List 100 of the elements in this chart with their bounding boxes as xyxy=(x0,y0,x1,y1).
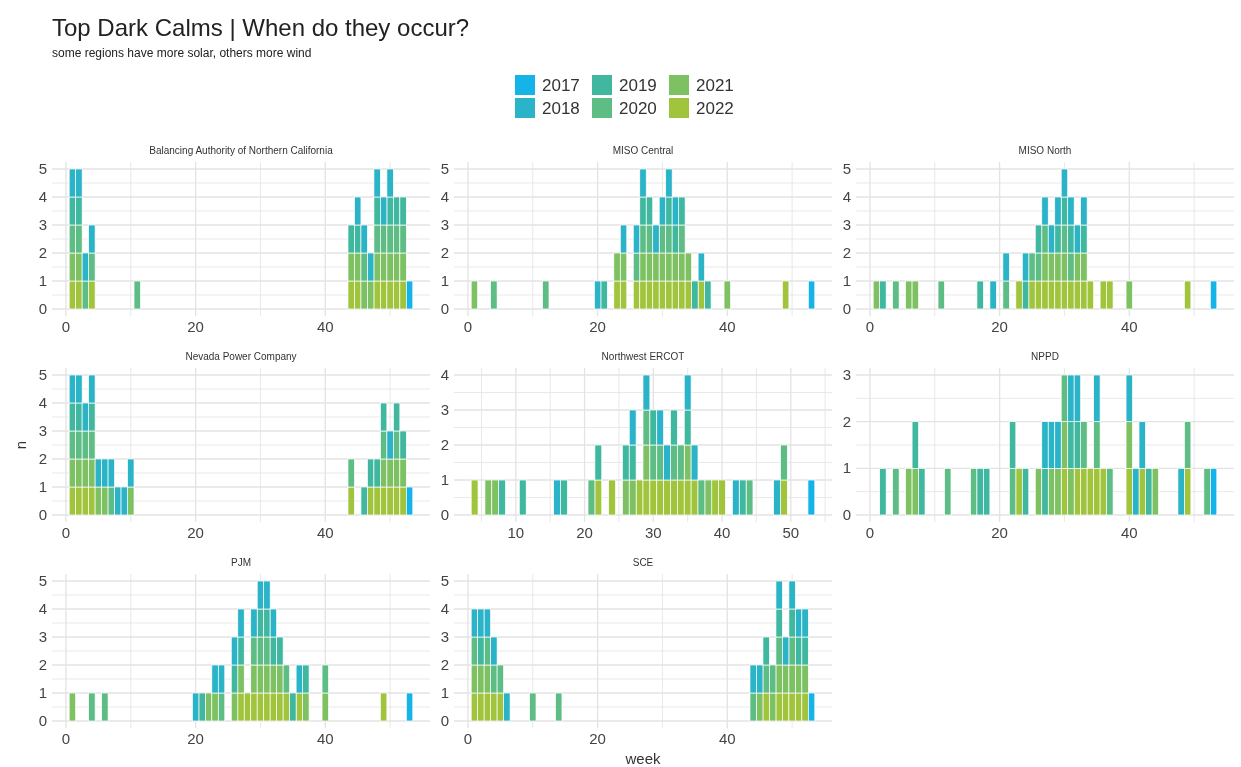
bar xyxy=(470,479,479,516)
y-tick-label: 5 xyxy=(38,572,47,589)
bar xyxy=(1209,280,1218,310)
chart-title: PJM xyxy=(231,557,251,568)
y-tick-label: 0 xyxy=(440,712,449,729)
y-tick-label: 2 xyxy=(842,412,851,430)
bar xyxy=(405,692,414,722)
y-tick-label: 4 xyxy=(38,188,47,205)
chart-title: Northwest ERCOT xyxy=(601,351,685,362)
x-tick-label: 40 xyxy=(713,524,731,541)
text: Top Dark Calms | When do they occur? xyxy=(52,14,470,41)
y-tick-label: 1 xyxy=(38,272,47,289)
y-tick-label: 0 xyxy=(440,300,449,317)
y-tick-label: 4 xyxy=(38,600,47,617)
chart-title: Nevada Power Company xyxy=(185,351,297,362)
x-tick-label: 20 xyxy=(991,318,1008,335)
y-tick-label: 1 xyxy=(440,471,449,488)
y-tick-label: 1 xyxy=(440,684,449,701)
y-tick-label: 4 xyxy=(440,188,449,205)
y-tick-label: 1 xyxy=(842,459,851,477)
bar xyxy=(807,280,816,310)
legend-label: 2021 xyxy=(696,76,734,95)
x-tick-label: 0 xyxy=(463,318,473,335)
legend-label: 2018 xyxy=(542,99,580,118)
x-tick-label: 0 xyxy=(865,524,875,541)
legend-label: 2022 xyxy=(696,99,734,118)
bar xyxy=(944,467,952,516)
x-tick-label: 0 xyxy=(61,318,71,335)
y-tick-label: 3 xyxy=(842,366,851,383)
x-tick-label: 40 xyxy=(316,318,334,335)
bar xyxy=(807,479,816,516)
chart-title: SCE xyxy=(632,557,654,568)
x-tick-label: 0 xyxy=(463,730,473,747)
x-tick-label: 10 xyxy=(507,524,525,541)
x-tick-label: 0 xyxy=(61,524,71,541)
bar xyxy=(879,467,887,516)
x-tick-label: 20 xyxy=(576,524,593,541)
y-tick-label: 2 xyxy=(440,436,449,453)
y-tick-label: 2 xyxy=(842,244,851,261)
bar xyxy=(518,479,527,516)
bar xyxy=(490,280,498,310)
x-tick-label: 20 xyxy=(187,730,204,747)
chart-title: MISO Central xyxy=(612,145,674,156)
y-tick-label: 3 xyxy=(38,628,47,645)
y-tick-label: 2 xyxy=(38,656,47,673)
y-tick-label: 5 xyxy=(38,160,47,177)
x-tick-label: 30 xyxy=(644,524,662,541)
y-tick-label: 3 xyxy=(38,216,47,233)
y-tick-label: 4 xyxy=(440,366,449,383)
y-tick-label: 5 xyxy=(440,572,449,589)
y-tick-label: 4 xyxy=(38,394,47,411)
text: some regions have more solar, others more wind xyxy=(52,46,312,60)
x-tick-label: 50 xyxy=(782,524,800,541)
y-tick-label: 5 xyxy=(38,366,47,383)
y-tick-label: 3 xyxy=(440,401,449,418)
x-tick-label: 20 xyxy=(991,524,1008,541)
y-tick-label: 3 xyxy=(440,216,449,233)
x-tick-label: 20 xyxy=(187,318,204,335)
y-tick-label: 1 xyxy=(440,272,449,289)
x-tick-label: 40 xyxy=(1120,524,1138,541)
legend-label: 2019 xyxy=(619,76,657,95)
bar xyxy=(101,692,109,722)
bar xyxy=(1125,280,1133,310)
bar xyxy=(529,692,537,722)
y-tick-label: 4 xyxy=(842,188,851,205)
y-tick-label: 3 xyxy=(440,628,449,645)
bar xyxy=(608,479,616,516)
x-tick-label: 0 xyxy=(61,730,71,747)
y-tick-label: 1 xyxy=(38,684,47,701)
x-tick-label: 40 xyxy=(718,318,736,335)
y-tick-label: 3 xyxy=(38,422,47,439)
bar xyxy=(68,692,77,722)
x-tick-label: 20 xyxy=(589,730,606,747)
y-tick-label: 2 xyxy=(440,656,449,673)
chart-title: MISO North xyxy=(1018,145,1072,156)
x-tick-label: 40 xyxy=(718,730,736,747)
bar xyxy=(723,280,731,310)
y-axis-title: n xyxy=(12,440,29,450)
bar xyxy=(88,692,96,722)
bar xyxy=(892,467,900,516)
y-tick-label: 0 xyxy=(440,506,449,523)
x-tick-label: 40 xyxy=(1120,318,1138,335)
bar xyxy=(976,280,984,310)
y-tick-label: 0 xyxy=(38,300,47,317)
bar xyxy=(133,280,141,310)
y-tick-label: 0 xyxy=(842,300,851,317)
bar xyxy=(782,280,790,310)
chart-title: NPPD xyxy=(1031,351,1059,362)
bar xyxy=(1184,280,1192,310)
x-tick-label: 40 xyxy=(316,730,334,747)
bar xyxy=(989,280,997,310)
y-tick-label: 0 xyxy=(842,506,851,523)
x-tick-label: 20 xyxy=(589,318,606,335)
y-tick-label: 2 xyxy=(38,450,47,467)
y-tick-label: 3 xyxy=(842,216,851,233)
y-tick-label: 4 xyxy=(440,600,449,617)
bar xyxy=(542,280,550,310)
y-tick-label: 0 xyxy=(38,506,47,523)
x-tick-label: 40 xyxy=(316,524,334,541)
bar xyxy=(937,280,945,310)
